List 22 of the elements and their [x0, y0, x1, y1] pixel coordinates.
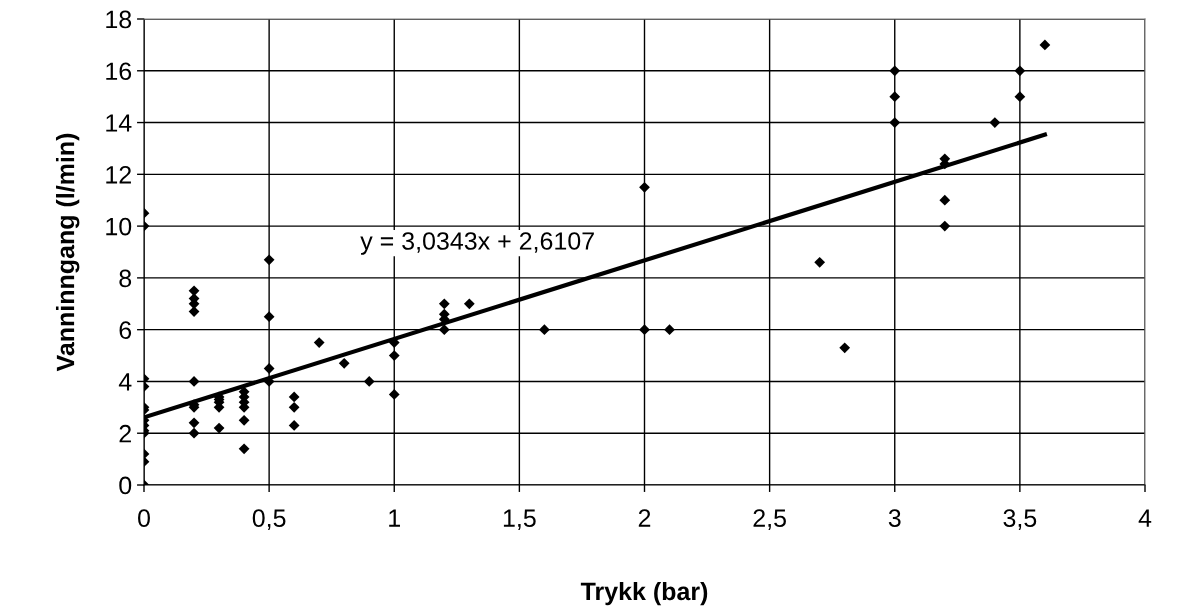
x-tick-label: 2,5: [753, 509, 786, 530]
x-tick-label: 3,5: [1003, 509, 1037, 530]
x-tick-label: 0: [138, 509, 150, 527]
x-tick-label: 1: [389, 509, 400, 527]
y-tick-label: 0: [119, 476, 132, 495]
x-tick-label: 4: [1138, 509, 1152, 527]
y-axis-title: Vanninngang (l/min): [55, 133, 80, 372]
x-axis-title: Trykk (bar): [580, 581, 708, 606]
y-tick-label: 6: [119, 321, 132, 339]
x-tick-label: 1,5: [503, 509, 536, 530]
x-tick-label: 2: [638, 509, 651, 527]
y-tick-label: 8: [119, 269, 132, 288]
y-tick-label: 4: [118, 373, 132, 391]
y-tick-label: 12: [106, 165, 131, 184]
y-tick-label: 18: [106, 10, 132, 29]
annotation: y = 3,0343x + 2,6107: [360, 232, 594, 255]
y-tick-label: 2: [119, 424, 131, 443]
y-tick-label: 14: [106, 114, 132, 132]
y-tick-label: 16: [106, 62, 132, 81]
x-tick-label: 3: [888, 509, 901, 527]
x-tick-label: 0,5: [252, 509, 286, 530]
y-tick-label: 10: [106, 217, 132, 236]
